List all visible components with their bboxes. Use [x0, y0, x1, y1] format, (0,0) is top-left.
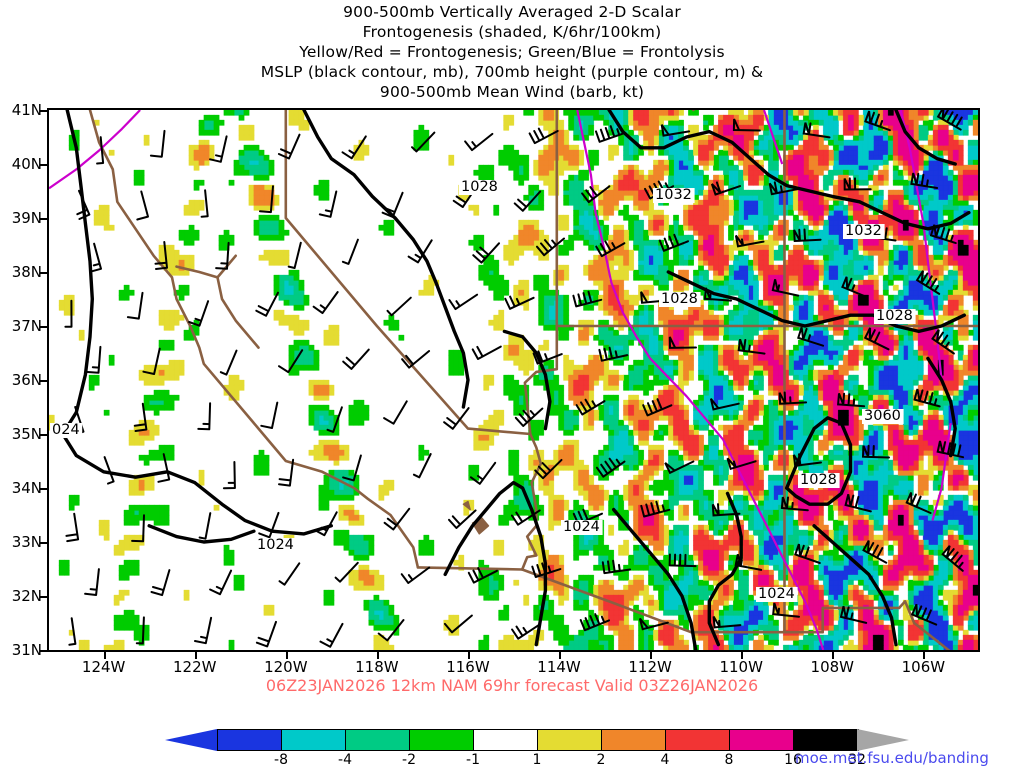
colorbar-spring-green-swatch	[346, 730, 410, 750]
contour-labels: 024 1028 1032 1028 1032 1028 3060 1028 1024 1024 1…	[50, 179, 916, 602]
forecast-caption: 06Z23JAN2026 12km NAM 69hr forecast Vali…	[265, 676, 759, 695]
contour-label: 1032	[655, 187, 692, 203]
y-tick	[40, 650, 47, 652]
colorbar-tick-labels: -8 -4 -2 -1 1 2 4 8 16 32	[165, 751, 866, 771]
title-line-3: Yellow/Red = Frontogenesis; Green/Blue =…	[299, 43, 725, 61]
x-tick	[467, 652, 470, 659]
y-tick	[40, 596, 47, 598]
colorbar-cyan-swatch	[282, 730, 346, 750]
y-axis-label-41n: 41N	[11, 101, 42, 119]
y-axis-label-36n: 36N	[11, 371, 42, 389]
mslp-contours	[61, 110, 971, 650]
title-line-1: 900-500mb Vertically Averaged 2-D Scalar	[343, 3, 681, 21]
x-axis-label-106w: 106W	[901, 658, 946, 676]
x-tick	[650, 652, 653, 659]
y-tick	[40, 434, 47, 436]
colorbar-tick--4: -4	[338, 752, 352, 768]
contour-label: 1028	[661, 291, 698, 307]
colorbar-tick--2: -2	[402, 752, 416, 768]
y-tick	[40, 326, 47, 328]
x-axis-label-120w: 120W	[264, 658, 308, 676]
y-tick	[40, 488, 47, 490]
colorbar-tick-4: 4	[660, 752, 670, 768]
colorbar-tick-8: 8	[724, 752, 734, 768]
y-tick	[40, 272, 47, 274]
contour-label: 1028	[876, 308, 913, 324]
contour-label: 3060	[864, 408, 901, 424]
x-axis-label-124w: 124W	[81, 658, 126, 676]
y-tick	[40, 164, 47, 166]
height-contours	[49, 110, 952, 650]
x-tick	[559, 652, 562, 659]
colorbar-blue-swatch	[218, 730, 282, 750]
contour-label: 1028	[800, 472, 837, 488]
x-axis-label-110w: 110W	[719, 658, 763, 676]
contour-label: 1024	[758, 586, 795, 602]
x-axis-label-118w: 118W	[355, 658, 399, 676]
contour-label: 1032	[845, 223, 882, 239]
x-axis-label-122w: 122W	[172, 658, 217, 676]
y-axis-label-35n: 35N	[11, 425, 42, 443]
y-axis-label-32n: 32N	[11, 587, 42, 605]
figure-title: 900-500mb Vertically Averaged 2-D Scalar…	[0, 2, 1024, 102]
x-tick	[741, 652, 744, 659]
y-axis-label-40n: 40N	[11, 155, 42, 173]
y-tick	[40, 380, 47, 382]
contour-label: 024	[52, 422, 80, 438]
x-axis-label-108w: 108W	[810, 658, 854, 676]
contour-label: 1024	[257, 537, 294, 553]
y-tick	[40, 542, 47, 544]
x-tick	[103, 652, 106, 659]
y-axis-label-33n: 33N	[11, 533, 42, 551]
colorbar-yellow-swatch	[538, 730, 602, 750]
contour-label: 1028	[461, 179, 498, 195]
colorbar-tick--1: -1	[466, 752, 480, 768]
y-tick	[40, 110, 47, 112]
x-tick	[923, 652, 926, 659]
y-axis-label-31n: 31N	[11, 641, 42, 659]
title-line-5: 900-500mb Mean Wind (barb, kt)	[379, 83, 645, 101]
x-axis-label-116w: 116W	[446, 658, 490, 676]
map-plot-area[interactable]: 024 1028 1032 1028 1032 1028 3060 1028 1024 1024 1…	[47, 108, 980, 652]
y-axis-label-37n: 37N	[11, 317, 42, 335]
colorbar-magenta-swatch	[730, 730, 794, 750]
colorbar-orange-swatch	[602, 730, 666, 750]
y-axis-label-34n: 34N	[11, 479, 42, 497]
colorbar-tick-16: 16	[784, 752, 802, 768]
y-axis-label-38n: 38N	[11, 263, 42, 281]
x-tick	[285, 652, 288, 659]
colorbar-cells	[217, 729, 859, 751]
colorbar-white-swatch	[474, 730, 538, 750]
source-watermark: moe.met.fsu.edu/banding	[795, 749, 989, 767]
contour-label: 1024	[563, 519, 600, 535]
colorbar-tick--8: -8	[274, 752, 288, 768]
colorbar-tick-32: 32	[848, 752, 866, 768]
frontogenesis-map: 024 1028 1032 1028 1032 1028 3060 1028 1024 1024 1…	[49, 110, 978, 650]
colorbar-green-swatch	[410, 730, 474, 750]
colorbar-right-arrow	[857, 729, 909, 751]
title-line-4: MSLP (black contour, mb), 700mb height (…	[260, 63, 764, 81]
colorbar-left-arrow	[165, 729, 217, 751]
x-tick	[194, 652, 197, 659]
colorbar-red-swatch	[666, 730, 730, 750]
title-line-2: Frontogenesis (shaded, K/6hr/100km)	[362, 23, 662, 41]
x-axis-label-112w: 112W	[628, 658, 672, 676]
y-tick	[40, 218, 47, 220]
x-axis-label-114w: 114W	[537, 658, 581, 676]
x-tick	[376, 652, 379, 659]
y-axis-label-39n: 39N	[11, 209, 42, 227]
colorbar-tick-1: 1	[532, 752, 542, 768]
wind-barbs	[64, 110, 965, 648]
colorbar-tick-2: 2	[596, 752, 606, 768]
colorbar-black-swatch	[794, 730, 858, 750]
colorbar: -8 -4 -2 -1 1 2 4 8 16 32	[165, 729, 909, 768]
x-tick	[832, 652, 835, 659]
